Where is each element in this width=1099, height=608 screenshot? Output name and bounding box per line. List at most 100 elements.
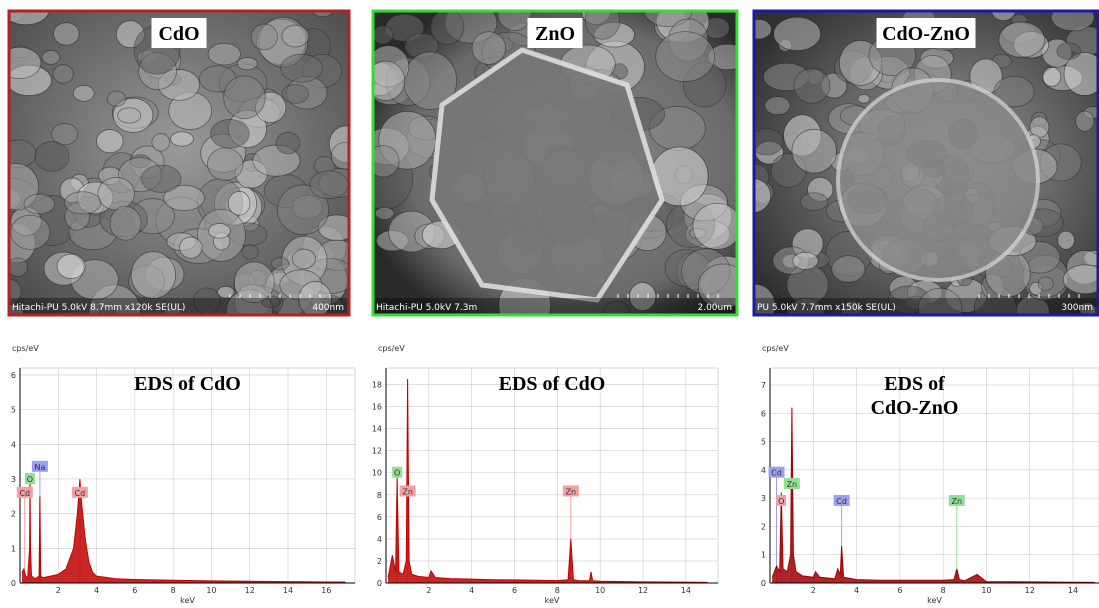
sem-grain — [773, 17, 820, 51]
y-tick-label: 4 — [377, 535, 382, 544]
sem-grain — [292, 249, 315, 268]
x-tick-label: 2 — [426, 586, 431, 595]
sem-info: PU 5.0kV 7.7mm x150k SE(UL) — [757, 303, 896, 313]
x-axis-label: keV — [545, 596, 560, 605]
y-tick-label: 5 — [761, 438, 766, 447]
y-tick-label: 1 — [11, 544, 16, 553]
chart-title: EDS of CdO — [134, 373, 241, 395]
sem-grain — [207, 148, 243, 180]
sem-grain — [11, 215, 50, 249]
sem-grain — [656, 32, 715, 82]
sem-image — [735, 0, 1099, 332]
sem-grain — [152, 134, 170, 152]
peak-label: Cd — [836, 497, 847, 506]
sem-grain — [794, 68, 830, 103]
sem-grain — [331, 143, 357, 169]
sem-scale: 2.00um — [697, 303, 732, 313]
sem-grain — [431, 10, 464, 45]
y-tick-label: 14 — [372, 425, 382, 434]
x-tick-label: 16 — [321, 586, 331, 595]
peak-label: O — [394, 469, 400, 478]
sem-grain — [141, 165, 181, 192]
y-tick-label: 5 — [11, 406, 16, 415]
y-tick-label: 0 — [11, 579, 16, 588]
y-tick-label: 8 — [377, 491, 382, 500]
sem-grain — [242, 245, 258, 260]
plot-area — [386, 368, 718, 583]
y-tick-label: 2 — [377, 557, 382, 566]
y-tick-label: 4 — [11, 440, 16, 449]
y-tick-label: 18 — [372, 381, 382, 390]
sem-grain — [24, 194, 55, 214]
sem-grain — [1043, 67, 1061, 86]
sem-grain — [281, 54, 323, 82]
sem-image — [356, 0, 752, 332]
y-axis-label: cps/eV — [12, 344, 39, 353]
x-tick-label: 6 — [132, 586, 137, 595]
sem-grain — [282, 25, 309, 47]
y-tick-label: 6 — [377, 513, 382, 522]
y-tick-label: 2 — [761, 522, 766, 531]
sem-grain — [53, 65, 73, 84]
sem-grain — [472, 32, 506, 65]
x-axis-label: keV — [927, 596, 942, 605]
x-tick-label: 6 — [512, 586, 517, 595]
sem-grain — [765, 96, 790, 114]
peak-label: O — [27, 475, 33, 484]
sem-grain — [858, 94, 870, 103]
peak-label: Cd — [75, 489, 86, 498]
sem-grain — [271, 258, 289, 270]
sem-grain — [793, 252, 819, 269]
y-tick-label: 4 — [761, 466, 766, 475]
x-tick-label: 14 — [283, 586, 293, 595]
sem-grain — [73, 85, 94, 101]
sem-grain — [211, 119, 250, 148]
y-axis-label: cps/eV — [378, 344, 405, 353]
x-tick-label: 2 — [56, 586, 61, 595]
sem-grain — [1058, 231, 1075, 249]
sem-grain — [251, 24, 277, 50]
sem-grain — [1057, 43, 1081, 60]
x-tick-label: 4 — [94, 586, 99, 595]
x-tick-label: 14 — [681, 586, 691, 595]
x-tick-label: 14 — [1068, 586, 1078, 595]
sem-grain — [98, 177, 135, 209]
sem-grain — [237, 57, 257, 69]
x-tick-label: 10 — [595, 586, 605, 595]
peak-label: Zn — [402, 487, 413, 496]
peak-label: Zn — [787, 480, 798, 489]
sem-grain — [0, 47, 41, 78]
sem-label: ZnO — [535, 23, 575, 45]
figure: Hitachi-PU 5.0kV 8.7mm x120k SE(UL)400nm… — [0, 0, 1099, 608]
sem-grain — [999, 22, 1045, 57]
x-tick-label: 12 — [245, 586, 255, 595]
y-tick-label: 2 — [11, 510, 16, 519]
x-tick-label: 10 — [206, 586, 216, 595]
sem-grain — [585, 2, 619, 39]
sem-grain — [171, 132, 194, 146]
sem-grain — [1075, 111, 1094, 131]
sem-grain — [375, 207, 394, 219]
chart-title: EDS of — [884, 373, 945, 395]
sem-grain — [745, 19, 771, 39]
sem-grain — [57, 254, 85, 278]
sem-grain — [276, 132, 300, 154]
x-tick-label: 10 — [981, 586, 991, 595]
sem-grain — [224, 76, 266, 119]
y-tick-label: 6 — [761, 409, 766, 418]
x-tick-label: 4 — [469, 586, 474, 595]
sem-label: CdO-ZnO — [882, 23, 970, 45]
peak-label: Na — [34, 463, 45, 472]
sem-grain — [42, 50, 60, 64]
sem-info: Hitachi-PU 5.0kV 8.7mm x120k SE(UL) — [12, 303, 185, 313]
y-tick-label: 10 — [372, 469, 382, 478]
sem-grain — [792, 129, 837, 173]
sem-image — [0, 0, 363, 338]
sem-grain — [800, 193, 827, 211]
y-tick-label: 7 — [761, 381, 766, 390]
sem-grain — [693, 203, 742, 249]
peak-label: Zn — [952, 497, 963, 506]
sem-grain — [1051, 4, 1094, 31]
plot-area — [20, 368, 355, 583]
sem-grain — [498, 0, 531, 31]
